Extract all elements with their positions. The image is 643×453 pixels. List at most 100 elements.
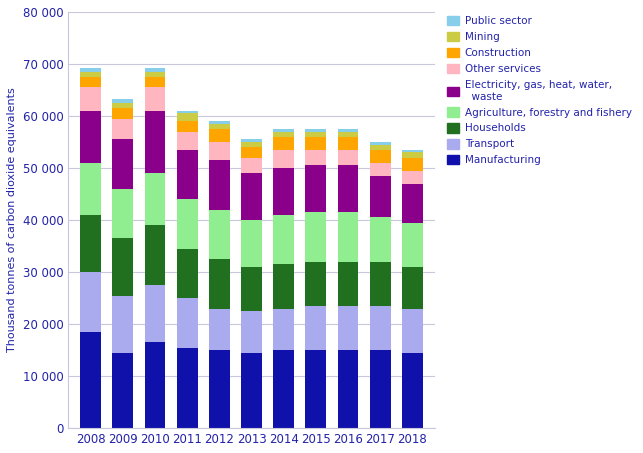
Bar <box>370 176 391 217</box>
Bar <box>338 150 359 165</box>
Bar <box>209 259 230 308</box>
Bar <box>338 129 359 132</box>
Bar <box>305 262 326 306</box>
Bar <box>80 332 101 428</box>
Bar <box>177 150 197 199</box>
Bar <box>338 132 359 137</box>
Bar <box>80 215 101 272</box>
Bar <box>113 238 133 295</box>
Bar <box>273 308 294 350</box>
Bar <box>241 158 262 173</box>
Bar <box>145 342 165 428</box>
Bar <box>305 129 326 132</box>
Bar <box>209 210 230 259</box>
Bar <box>273 350 294 428</box>
Bar <box>80 111 101 163</box>
Bar <box>80 87 101 111</box>
Bar <box>241 220 262 267</box>
Bar <box>370 145 391 150</box>
Bar <box>305 350 326 428</box>
Bar <box>80 72 101 77</box>
Bar <box>177 298 197 347</box>
Bar <box>338 350 359 428</box>
Bar <box>145 225 165 285</box>
Bar <box>113 353 133 428</box>
Bar <box>145 87 165 111</box>
Bar <box>402 223 423 267</box>
Y-axis label: Thousand tonnes of carbon dioxide equivalents: Thousand tonnes of carbon dioxide equiva… <box>7 88 17 352</box>
Bar <box>370 306 391 350</box>
Bar <box>209 160 230 210</box>
Bar <box>402 308 423 353</box>
Bar <box>241 173 262 220</box>
Bar <box>80 163 101 215</box>
Bar <box>113 108 133 119</box>
Bar <box>370 142 391 145</box>
Bar <box>402 183 423 223</box>
Bar <box>338 137 359 150</box>
Bar <box>80 272 101 332</box>
Bar <box>209 124 230 129</box>
Bar <box>113 140 133 189</box>
Bar <box>209 308 230 350</box>
Bar <box>273 129 294 132</box>
Bar <box>273 168 294 215</box>
Bar <box>305 212 326 262</box>
Bar <box>402 152 423 158</box>
Bar <box>273 132 294 137</box>
Bar <box>177 347 197 428</box>
Bar <box>145 173 165 225</box>
Bar <box>241 142 262 147</box>
Bar <box>113 295 133 353</box>
Bar <box>209 121 230 124</box>
Bar <box>305 132 326 137</box>
Bar <box>370 217 391 262</box>
Bar <box>113 189 133 238</box>
Bar <box>402 353 423 428</box>
Bar <box>241 147 262 158</box>
Bar <box>113 99 133 103</box>
Bar <box>241 140 262 142</box>
Bar <box>338 165 359 212</box>
Bar <box>370 150 391 163</box>
Bar <box>273 215 294 264</box>
Bar <box>273 150 294 168</box>
Bar <box>177 121 197 132</box>
Bar <box>209 129 230 142</box>
Bar <box>80 77 101 87</box>
Bar <box>273 137 294 150</box>
Bar <box>209 350 230 428</box>
Bar <box>145 77 165 87</box>
Bar <box>145 67 165 72</box>
Bar <box>209 142 230 160</box>
Bar <box>113 103 133 108</box>
Bar <box>402 267 423 308</box>
Bar <box>145 111 165 173</box>
Bar <box>113 119 133 140</box>
Bar <box>80 67 101 72</box>
Bar <box>145 285 165 342</box>
Bar <box>177 199 197 249</box>
Bar <box>370 163 391 176</box>
Bar <box>177 113 197 121</box>
Bar <box>402 150 423 152</box>
Bar <box>402 171 423 183</box>
Bar <box>241 353 262 428</box>
Bar <box>145 72 165 77</box>
Bar <box>305 165 326 212</box>
Bar <box>370 350 391 428</box>
Bar <box>177 249 197 298</box>
Bar <box>402 158 423 171</box>
Bar <box>338 306 359 350</box>
Bar <box>273 264 294 308</box>
Bar <box>370 262 391 306</box>
Bar <box>177 111 197 113</box>
Bar <box>305 306 326 350</box>
Legend: Public sector, Mining, Construction, Other services, Electricity, gas, heat, wat: Public sector, Mining, Construction, Oth… <box>444 13 635 169</box>
Bar <box>241 267 262 311</box>
Bar <box>338 212 359 262</box>
Bar <box>177 132 197 150</box>
Bar <box>305 137 326 150</box>
Bar <box>305 150 326 165</box>
Bar <box>241 311 262 353</box>
